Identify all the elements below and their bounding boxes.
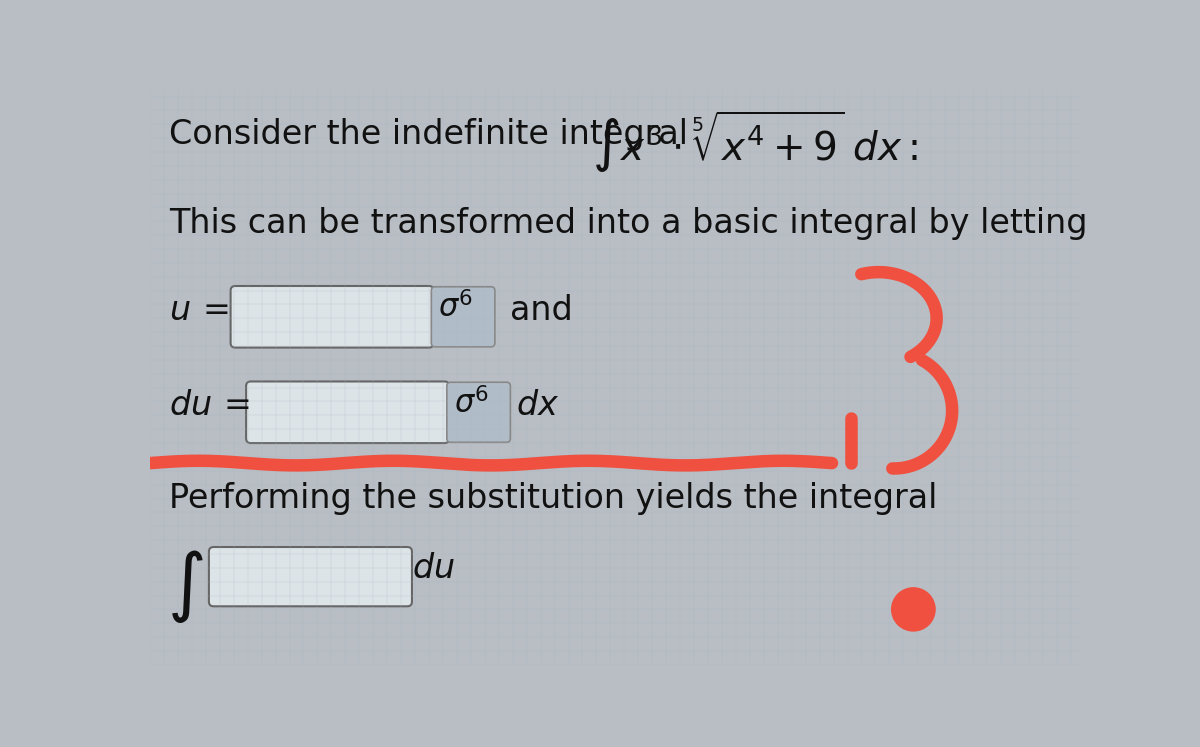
Text: $du\, =$: $du\, =$	[169, 389, 250, 422]
Text: $dx$: $dx$	[516, 389, 559, 422]
FancyBboxPatch shape	[230, 286, 433, 347]
Text: Performing the substitution yields the integral: Performing the substitution yields the i…	[169, 482, 937, 515]
Text: $u\, =$: $u\, =$	[169, 294, 229, 326]
Text: $du$: $du$	[412, 553, 455, 586]
FancyBboxPatch shape	[209, 547, 412, 607]
FancyBboxPatch shape	[431, 287, 494, 347]
FancyBboxPatch shape	[446, 382, 510, 442]
Text: and: and	[510, 294, 574, 326]
Text: $\sigma^6$: $\sigma^6$	[438, 292, 474, 325]
Text: This can be transformed into a basic integral by letting: This can be transformed into a basic int…	[169, 207, 1088, 240]
Circle shape	[892, 588, 935, 631]
Text: $\int$: $\int$	[167, 548, 204, 624]
FancyBboxPatch shape	[246, 382, 449, 443]
Text: $\sigma^6$: $\sigma^6$	[454, 388, 488, 420]
Text: Consider the indefinite integral: Consider the indefinite integral	[169, 118, 689, 151]
Text: $\int x^3 \cdot \sqrt[5]{x^4 + 9}\; dx{:}$: $\int x^3 \cdot \sqrt[5]{x^4 + 9}\; dx{:…	[592, 109, 918, 176]
